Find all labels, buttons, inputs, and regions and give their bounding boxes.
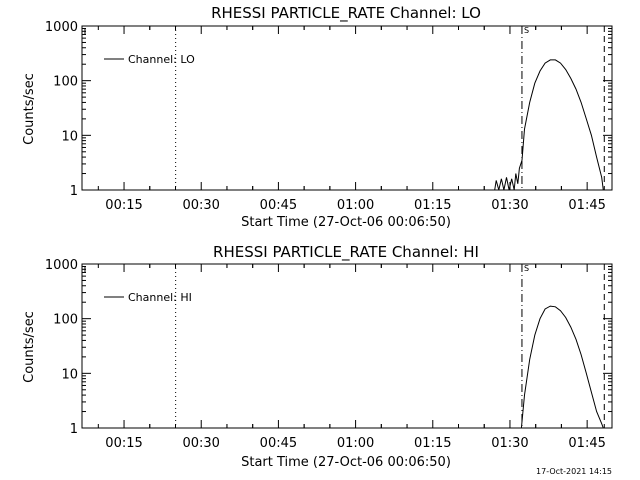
x-tick-label: 01:45 xyxy=(568,436,605,451)
hi-channel-panel: RHESSI PARTICLE_RATE Channel: HI Counts/… xyxy=(22,243,613,470)
x-tick-label: 00:45 xyxy=(260,198,297,213)
hi-plot-area: 00:15 00:30 00:45 01:00 01:15 01:30 01:45 1 10 10… xyxy=(45,258,613,451)
x-tick-label: 01:45 xyxy=(568,198,605,213)
legend-label: Channel: HI xyxy=(128,291,192,304)
footer-timestamp: 17-Oct-2021 14:15 xyxy=(536,467,612,476)
lo-plot-area: 00:15 00:30 00:45 01:00 01:15 01:30 01:45 1 10 10… xyxy=(45,20,613,213)
x-tick-label: 00:15 xyxy=(105,198,142,213)
plot-frame xyxy=(81,263,613,429)
y-tick-label: 1 xyxy=(70,422,78,437)
data-series-line xyxy=(494,59,604,190)
lo-channel-panel: RHESSI PARTICLE_RATE Channel: LO Counts/… xyxy=(22,4,613,230)
plot-frame xyxy=(81,25,613,191)
y-tick-label: 10 xyxy=(61,129,78,144)
x-axis-label: Start Time (27-Oct-06 00:06:50) xyxy=(241,215,451,230)
x-tick-label: 01:30 xyxy=(491,436,528,451)
x-tick-label: 01:15 xyxy=(414,436,451,451)
event-marker-label: S xyxy=(524,26,529,35)
y-tick-label: 1000 xyxy=(45,258,78,273)
x-tick-label: 01:30 xyxy=(491,198,528,213)
x-tick-label: 00:30 xyxy=(182,436,219,451)
event-marker-label: S xyxy=(524,264,529,273)
panel-title: RHESSI PARTICLE_RATE Channel: LO xyxy=(211,4,481,23)
y-axis-label: Counts/sec xyxy=(22,311,37,383)
x-tick-label: 00:15 xyxy=(105,436,142,451)
x-tick-label: 00:45 xyxy=(260,436,297,451)
legend-label: Channel: LO xyxy=(128,53,195,66)
x-tick-label: 01:00 xyxy=(337,436,374,451)
y-tick-label: 1000 xyxy=(45,20,78,35)
data-series-line xyxy=(520,305,604,428)
y-tick-label: 1 xyxy=(70,184,78,199)
x-axis-label: Start Time (27-Oct-06 00:06:50) xyxy=(241,455,451,470)
y-tick-label: 100 xyxy=(53,313,78,328)
x-tick-label: 01:15 xyxy=(414,198,451,213)
y-tick-label: 10 xyxy=(61,367,78,382)
panel-title: RHESSI PARTICLE_RATE Channel: HI xyxy=(213,243,479,262)
y-tick-label: 100 xyxy=(53,75,78,90)
x-tick-label: 00:30 xyxy=(182,198,219,213)
x-tick-label: 01:00 xyxy=(337,198,374,213)
y-axis-label: Counts/sec xyxy=(22,73,37,145)
